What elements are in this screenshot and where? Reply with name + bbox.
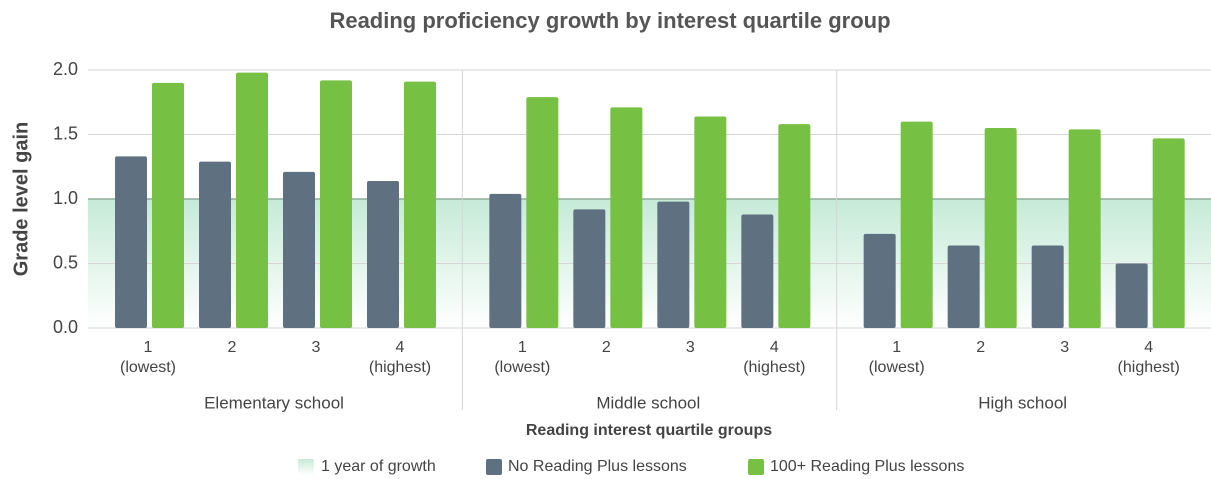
x-tick-note: (highest) [743, 359, 805, 376]
x-tick-label: 2 [602, 339, 611, 356]
group-label: High school [978, 393, 1067, 412]
x-tick-label: 4 [396, 339, 405, 356]
bar [199, 161, 231, 328]
y-tick-label: 0.5 [53, 252, 78, 272]
x-tick-note: (lowest) [869, 359, 925, 376]
bar [694, 116, 727, 328]
x-tick-label: 4 [770, 339, 779, 356]
legend-swatch [298, 459, 314, 475]
bar [947, 245, 980, 328]
bar [489, 193, 522, 328]
x-tick-label: 1 [518, 339, 527, 356]
legend-label: 100+ Reading Plus lessons [770, 458, 964, 475]
bar [1115, 263, 1148, 328]
bar [283, 171, 315, 328]
legend-swatch [748, 459, 764, 475]
legend-swatch [486, 459, 502, 475]
y-axis-label: Grade level gain [10, 122, 32, 277]
bar [1068, 129, 1101, 328]
x-tick-label: 2 [228, 339, 237, 356]
legend-label: 1 year of growth [321, 458, 436, 475]
chart-title: Reading proficiency growth by interest q… [329, 8, 890, 33]
x-tick-note: (lowest) [120, 359, 176, 376]
x-tick-label: 2 [976, 339, 985, 356]
x-tick-label: 3 [312, 339, 321, 356]
bar [984, 128, 1017, 328]
bar [404, 81, 436, 328]
x-tick-label: 1 [144, 339, 153, 356]
bar [115, 156, 147, 328]
bar [1031, 245, 1064, 328]
x-tick-note: (highest) [1118, 359, 1180, 376]
x-tick-label: 3 [686, 339, 695, 356]
x-tick-note: (lowest) [494, 359, 550, 376]
bar [320, 80, 352, 328]
y-tick-label: 1.5 [53, 123, 78, 143]
bar [900, 121, 933, 328]
y-tick-label: 1.0 [53, 188, 78, 208]
bar [657, 201, 690, 328]
bar [152, 82, 184, 329]
group-label: Middle school [596, 393, 700, 412]
bar [741, 214, 774, 328]
bar [526, 97, 559, 328]
bar [236, 72, 268, 328]
legend-label: No Reading Plus lessons [508, 458, 687, 475]
x-tick-label: 3 [1060, 339, 1069, 356]
x-tick-label: 4 [1144, 339, 1153, 356]
bar [778, 124, 811, 329]
y-tick-label: 0.0 [53, 317, 78, 337]
x-axis-label: Reading interest quartile groups [526, 422, 772, 439]
x-tick-label: 1 [892, 339, 901, 356]
bar [573, 209, 606, 328]
bar [863, 233, 896, 328]
bar [1152, 138, 1185, 328]
bar [367, 180, 399, 328]
y-tick-label: 2.0 [53, 59, 78, 79]
x-tick-note: (highest) [369, 359, 431, 376]
group-label: Elementary school [204, 393, 344, 412]
bar [610, 107, 643, 328]
